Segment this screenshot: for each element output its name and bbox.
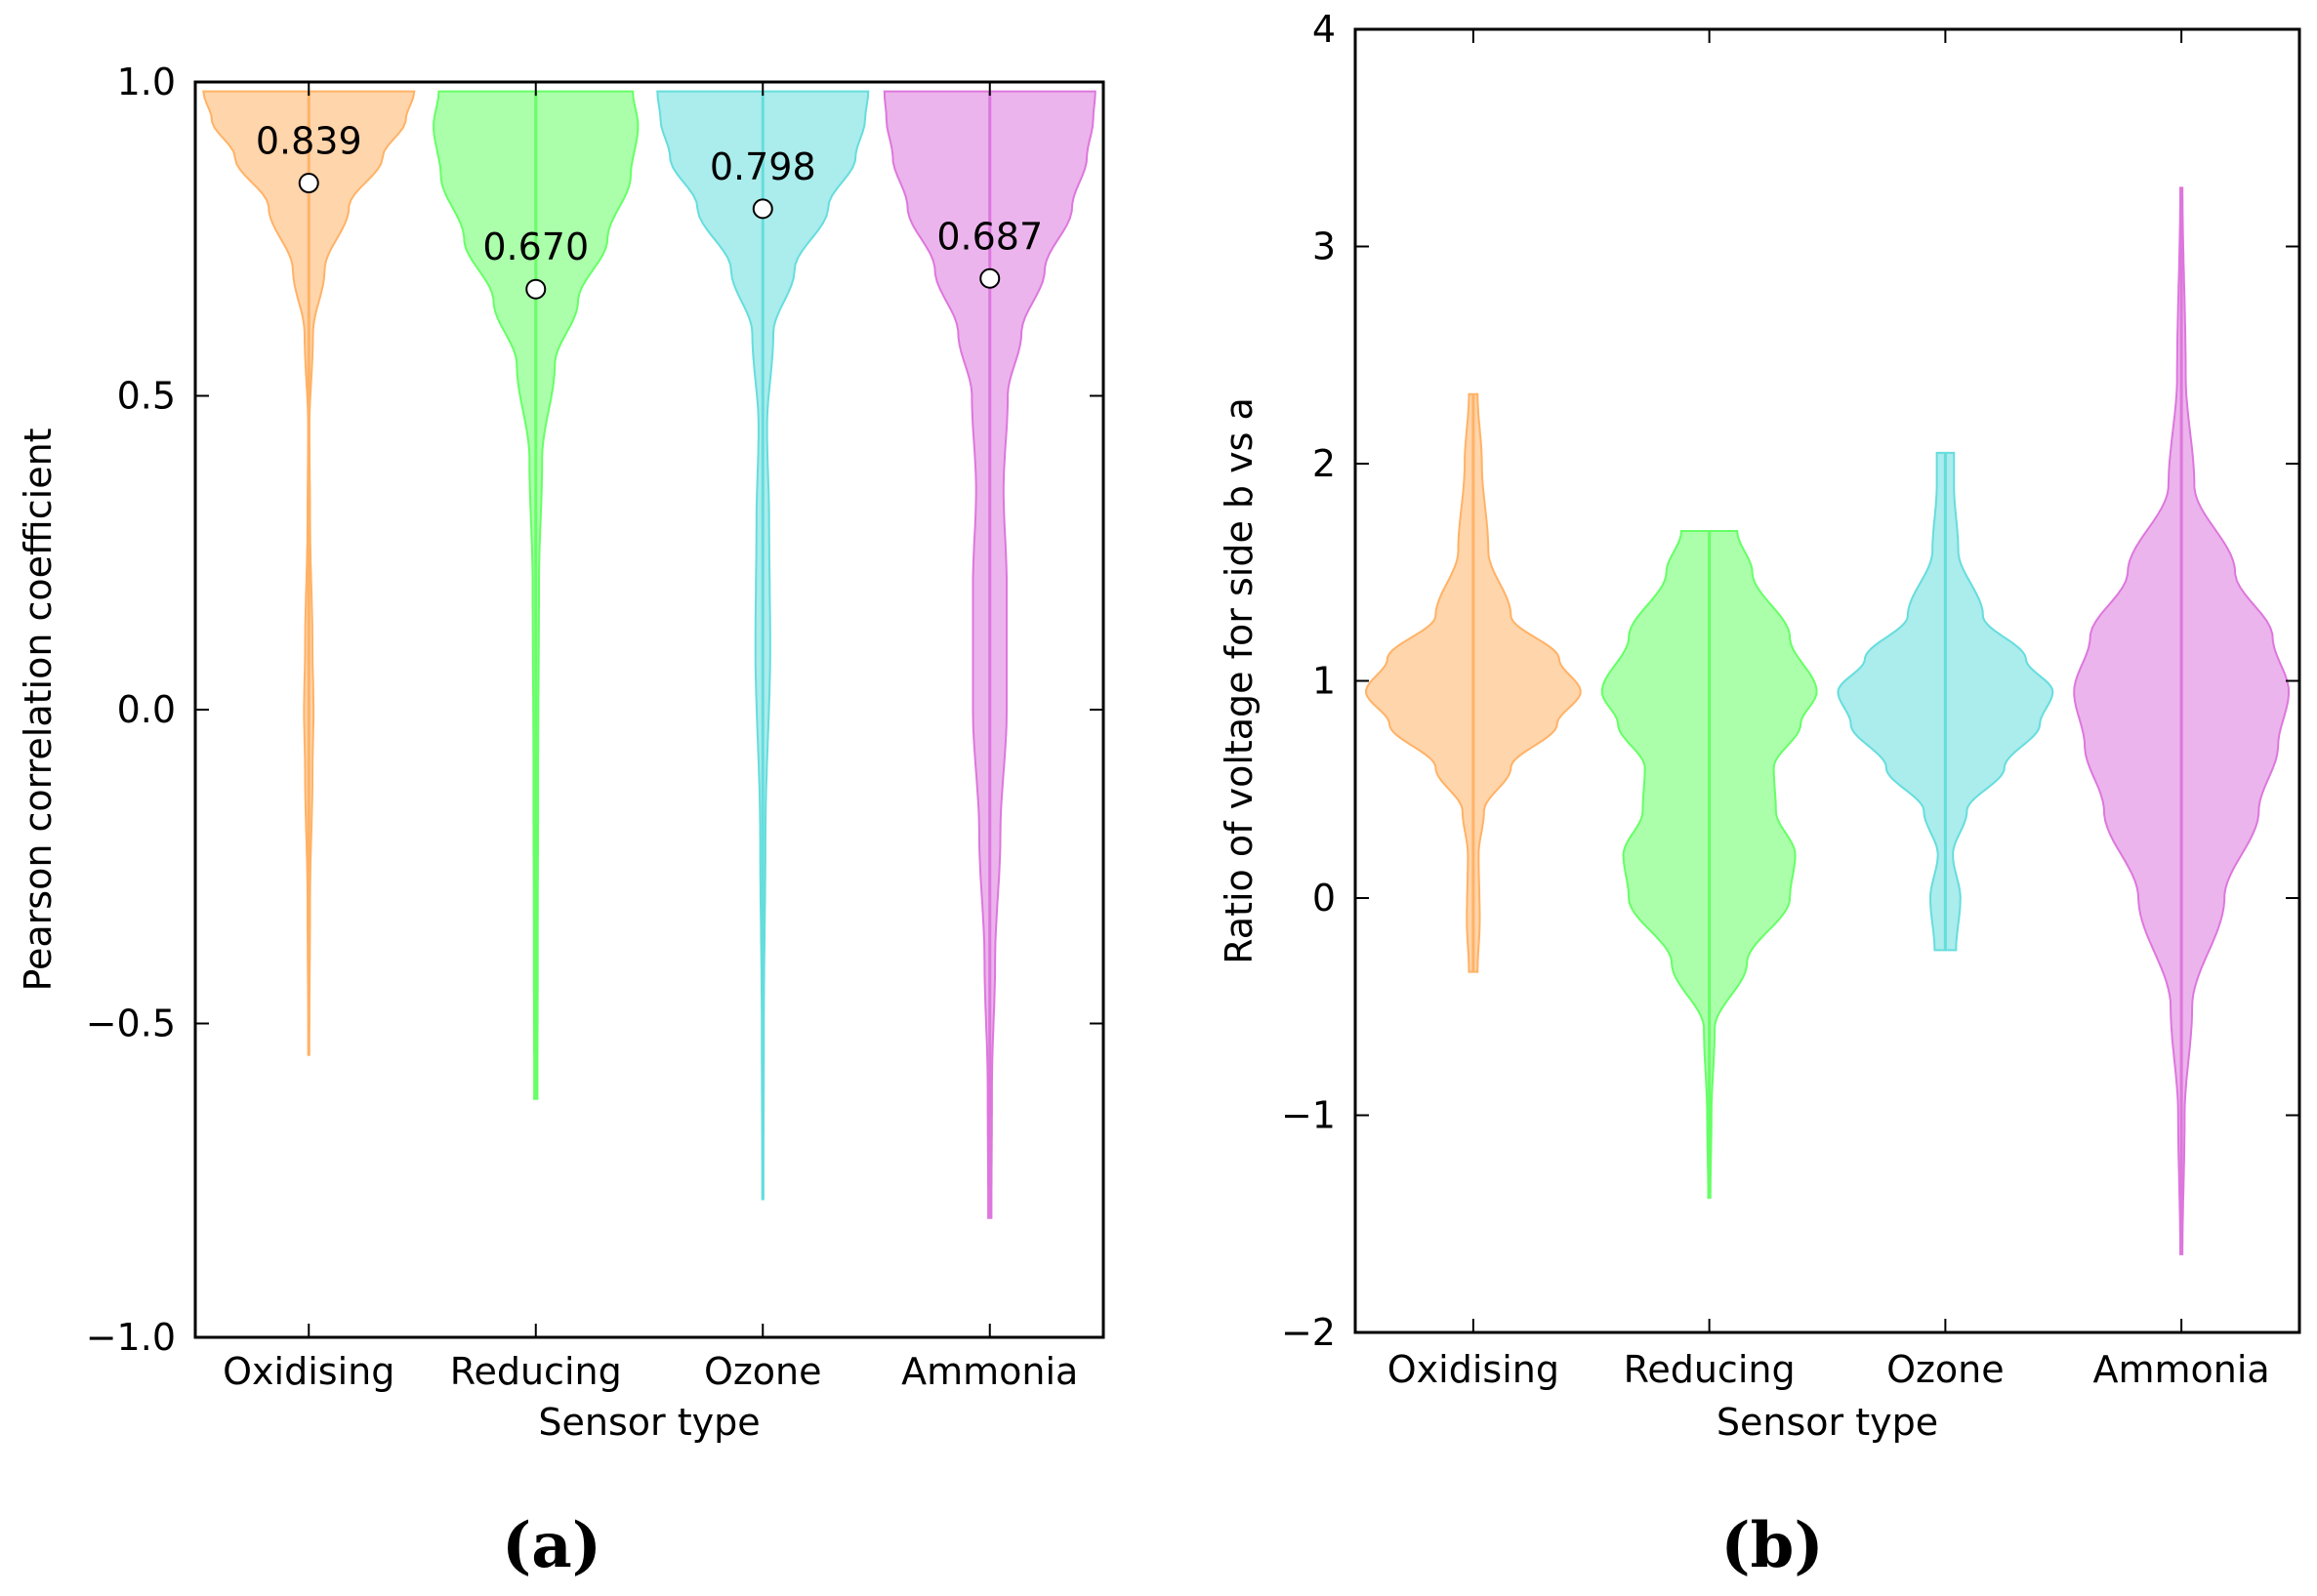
x-tick-label-ammonia: Ammonia: [901, 1350, 1078, 1393]
y-tick-label: −2: [1281, 1311, 1336, 1354]
x-tick-label-oxidising: Oxidising: [1387, 1348, 1559, 1391]
x-tick-label-ammonia: Ammonia: [2093, 1348, 2270, 1391]
x-tick-label-ozone: Ozone: [704, 1350, 822, 1393]
y-ticks-a: −1.0 −0.5 0.0 0.5 1.0: [86, 61, 1103, 1359]
y-tick-label: −1.0: [86, 1316, 176, 1359]
y-tick-label: 1.0: [117, 61, 176, 103]
x-ticks-a: Oxidising Reducing Ozone Ammonia: [223, 82, 1078, 1393]
mean-marker-ozone: [752, 198, 773, 220]
x-axis-label-b: Sensor type: [1717, 1401, 1938, 1444]
mean-label-oxidising: 0.839: [256, 120, 362, 163]
mean-label-ozone: 0.798: [710, 145, 816, 188]
y-tick-label: 0.0: [117, 688, 176, 731]
violins-a: 0.839 0.670 0.798 0.687: [202, 90, 1096, 1219]
panel-label-b: (b): [1720, 1509, 1823, 1582]
y-tick-label: 4: [1312, 8, 1336, 51]
y-axis-label-a: Pearson correlation coefficient: [17, 428, 60, 991]
y-tick-label: −0.5: [86, 1003, 176, 1045]
mean-label-reducing: 0.670: [482, 225, 589, 268]
x-tick-label-reducing: Reducing: [1624, 1348, 1796, 1391]
mean-marker-ammonia: [979, 267, 1001, 289]
y-tick-label: 1: [1312, 660, 1336, 703]
mean-label-ammonia: 0.687: [936, 215, 1043, 258]
panel-label-a: (a): [502, 1509, 601, 1582]
y-tick-label: 3: [1312, 225, 1336, 268]
panel-a: 0.839 0.670 0.798 0.687 −1.0 −0.5 0.0 0.5 1.0 O…: [17, 61, 1105, 1582]
y-tick-label: 0.5: [117, 375, 176, 418]
mean-marker-oxidising: [298, 173, 319, 194]
x-axis-label-a: Sensor type: [538, 1401, 760, 1444]
x-tick-label-reducing: Reducing: [450, 1350, 622, 1393]
y-ticks-b: −2 −1 0 1 2 3 4: [1281, 8, 2299, 1354]
x-tick-label-oxidising: Oxidising: [223, 1350, 394, 1393]
x-ticks-b: Oxidising Reducing Ozone Ammonia: [1387, 29, 2270, 1391]
y-axis-label-b: Ratio of voltage for side b vs a: [1218, 397, 1261, 964]
x-tick-label-ozone: Ozone: [1886, 1348, 2005, 1391]
y-tick-label: 0: [1312, 877, 1336, 920]
violins-b: [1364, 186, 2291, 1255]
y-tick-label: 2: [1312, 442, 1336, 485]
mean-marker-reducing: [525, 278, 547, 300]
y-tick-label: −1: [1281, 1094, 1336, 1137]
